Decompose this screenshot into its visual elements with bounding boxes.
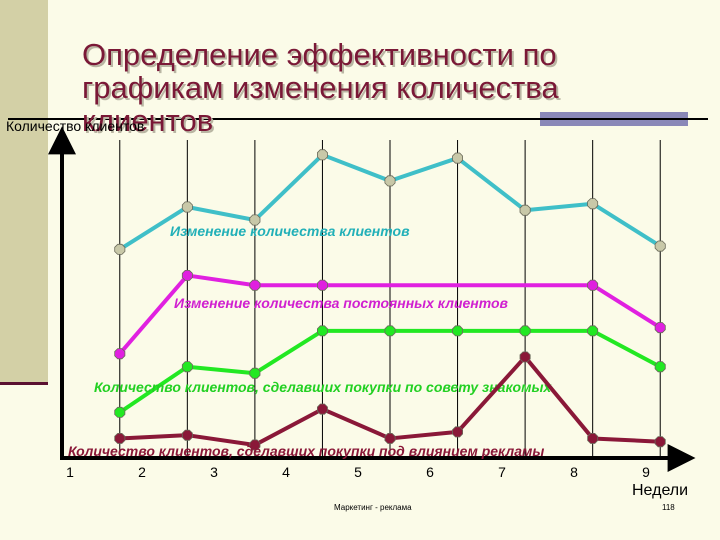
series-4: Количество клиентов, сделавших покупки п… — [68, 351, 666, 459]
series-2: Изменение количества постоянных клиентов — [114, 269, 666, 360]
series-1-point-4 — [316, 149, 328, 161]
series-1-point-6 — [452, 152, 464, 164]
x-tick-label-8: 8 — [570, 464, 578, 480]
series-3-point-3 — [249, 367, 261, 379]
series-4-point-7 — [519, 351, 531, 363]
series-4-point-5 — [384, 432, 396, 444]
series-2-point-4 — [316, 279, 328, 291]
series-3-point-6 — [452, 325, 464, 337]
slide-footer: Маркетинг - реклама — [334, 503, 412, 512]
series-3-point-2 — [181, 361, 193, 373]
series-1-point-3 — [249, 214, 261, 226]
series-3-label: Количество клиентов, сделавших покупки п… — [94, 379, 552, 395]
grid-lines — [119, 140, 661, 456]
x-tick-label-3: 3 — [210, 464, 218, 480]
series-2-point-6 — [654, 322, 666, 334]
sidebar-accent-line — [0, 382, 48, 385]
series-4-point-9 — [654, 436, 666, 448]
page-number: 118 — [662, 503, 675, 512]
series-4-point-1 — [114, 432, 126, 444]
series-group: Изменение количества клиентов Изменение к… — [68, 149, 666, 459]
series-3-point-4 — [316, 325, 328, 337]
x-tick-label-9: 9 — [642, 464, 650, 480]
series-1-point-9 — [654, 240, 666, 252]
series-4-point-4 — [316, 403, 328, 415]
x-tick-label-2: 2 — [138, 464, 146, 480]
series-1-point-2 — [181, 201, 193, 213]
sidebar-decoration — [0, 0, 48, 382]
series-2-point-5 — [587, 279, 599, 291]
series-3-point-8 — [587, 325, 599, 337]
series-2-point-1 — [114, 348, 126, 360]
series-1-point-8 — [587, 198, 599, 210]
series-4-point-2 — [181, 429, 193, 441]
series-3-point-9 — [654, 361, 666, 373]
series-1-point-1 — [114, 243, 126, 255]
series-2-label: Изменение количества постоянных клиентов — [174, 295, 509, 311]
series-4-label: Количество клиентов, сделавших покупки п… — [68, 443, 544, 459]
series-4-point-8 — [587, 432, 599, 444]
x-tick-label-7: 7 — [498, 464, 506, 480]
x-tick-label-6: 6 — [426, 464, 434, 480]
series-3-point-7 — [519, 325, 531, 337]
title-rule — [8, 118, 708, 120]
series-2-point-3 — [249, 279, 261, 291]
slide-title: Определение эффективности по графикам из… — [82, 37, 559, 138]
x-tick-labels: 1 2 3 4 5 6 7 8 9 — [66, 464, 650, 480]
series-1-label: Изменение количества клиентов — [170, 223, 410, 239]
series-3-point-1 — [114, 406, 126, 418]
series-1: Изменение количества клиентов — [114, 149, 666, 255]
x-tick-label-1: 1 — [66, 464, 74, 480]
x-tick-label-5: 5 — [354, 464, 362, 480]
x-axis-label: Недели — [632, 482, 689, 499]
series-2-point-2 — [181, 269, 193, 281]
series-1-point-5 — [384, 175, 396, 187]
series-line-2 — [118, 273, 662, 355]
y-axis-label: Количество клиентов — [6, 118, 145, 134]
series-3-point-5 — [384, 325, 396, 337]
series-4-point-3 — [249, 439, 261, 451]
series-1-point-7 — [519, 204, 531, 216]
series-4-point-6 — [452, 426, 464, 438]
x-tick-label-4: 4 — [282, 464, 290, 480]
series-3: Количество клиентов, сделавших покупки п… — [94, 325, 666, 418]
